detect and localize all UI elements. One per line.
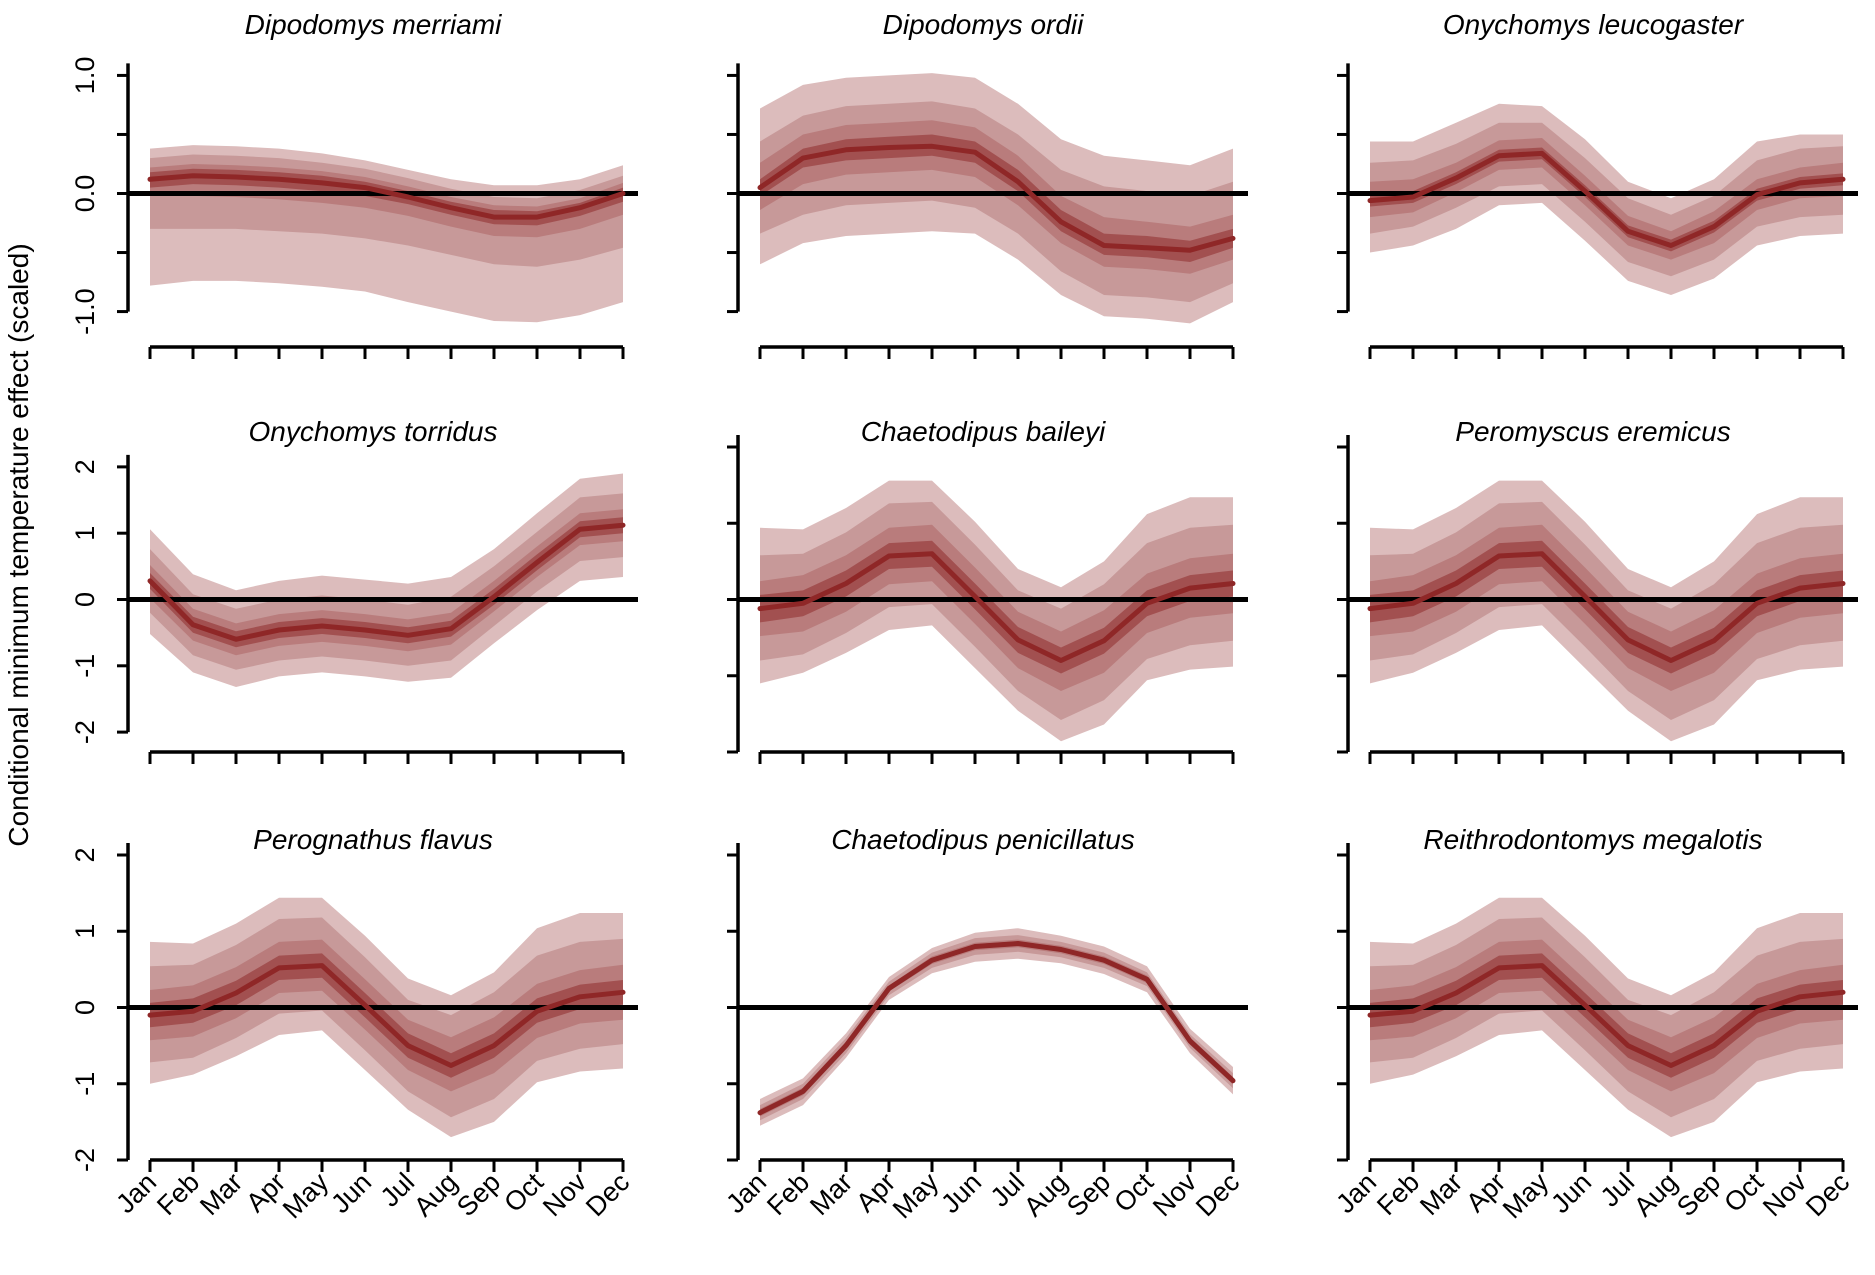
panel-title: Perognathus flavus — [253, 824, 493, 855]
band-core — [150, 168, 623, 226]
x-tick-label: Sep — [451, 1167, 506, 1222]
x-tick-label: Jun — [325, 1167, 377, 1219]
x-tick-label: Dec — [580, 1167, 635, 1222]
band-core — [1370, 953, 1843, 1078]
band-mid — [760, 935, 1233, 1121]
x-tick-label: Jan — [720, 1167, 772, 1219]
x-tick-label: Sep — [1671, 1167, 1726, 1222]
panel-8: JanFebMarAprMayJunJulAugSepOctNovDecChae… — [720, 824, 1248, 1224]
panel-7: -2-1012JanFebMarAprMayJunJulAugSepOctNov… — [70, 824, 638, 1224]
panel-title: Reithrodontomys megalotis — [1423, 824, 1762, 855]
x-tick-label: Nov — [1147, 1167, 1203, 1223]
y-tick-label: 1 — [70, 924, 100, 939]
panel-2: Dipodomys ordii — [727, 9, 1248, 359]
x-tick-label: Feb — [151, 1167, 205, 1221]
panel-4: -2 -1 0 1 2 Onychomys torridus — [70, 416, 638, 764]
band-inner — [760, 939, 1233, 1117]
x-tick-label: Mar — [804, 1167, 858, 1221]
band-inner — [150, 509, 623, 656]
median-line — [1367, 963, 1846, 1068]
y-tick-label: 1 — [70, 526, 100, 541]
x-tick-label: Mar — [194, 1167, 248, 1221]
y-tick-label: 2 — [70, 459, 100, 474]
panel-title: Chaetodipus baileyi — [861, 416, 1106, 447]
panel-6: Peromyscus eremicus — [1337, 416, 1858, 764]
x-tick-label: Aug — [408, 1167, 463, 1222]
x-tick-label: Oct — [1108, 1167, 1159, 1218]
median-line — [1367, 150, 1846, 248]
x-tick-label: Feb — [761, 1167, 815, 1221]
x-tick-label: Jan — [1330, 1167, 1382, 1219]
x-tick-label: Sep — [1061, 1167, 1116, 1222]
panel-title: Chaetodipus penicillatus — [831, 824, 1135, 855]
median-line — [147, 173, 626, 220]
y-tick-label: 0 — [70, 1000, 100, 1015]
x-tick-label: May — [887, 1167, 945, 1225]
panel-title: Dipodomys merriami — [245, 9, 502, 40]
x-tick-label: Dec — [1190, 1167, 1245, 1222]
panel-title: Onychomys leucogaster — [1443, 9, 1745, 40]
y-tick-label: -1 — [70, 654, 100, 678]
x-tick-label: Oct — [1718, 1167, 1769, 1218]
x-tick-label: Nov — [1757, 1167, 1813, 1223]
y-tick-label: 1.0 — [70, 57, 100, 95]
band-outer — [760, 928, 1233, 1126]
median-line — [757, 941, 1236, 1116]
y-tick-label: 0 — [70, 592, 100, 607]
band-inner — [1370, 138, 1843, 260]
x-tick-label: Aug — [1018, 1167, 1073, 1222]
band-core — [150, 953, 623, 1078]
panel-title: Peromyscus eremicus — [1455, 416, 1730, 447]
panel-title: Onychomys torridus — [249, 416, 498, 447]
median-line — [757, 551, 1236, 663]
median-line — [1367, 551, 1846, 663]
x-tick-label: Aug — [1628, 1167, 1683, 1222]
median-line — [757, 143, 1236, 253]
y-tick-label: -2 — [70, 1148, 100, 1172]
median-line — [147, 522, 626, 642]
y-tick-label: 0.0 — [70, 175, 100, 213]
x-tick-label: May — [277, 1167, 335, 1225]
panel-1: -1.0 0.0 1.0 Dipodomys merriami — [70, 9, 638, 359]
panel-9: JanFebMarAprMayJunJulAugSepOctNovDecReit… — [1330, 824, 1858, 1224]
y-tick-label: -1 — [70, 1072, 100, 1096]
y-tick-label: -2 — [70, 720, 100, 744]
band-core — [760, 941, 1233, 1115]
y-tick-label: -1.0 — [70, 288, 100, 335]
panel-5: Chaetodipus baileyi — [727, 416, 1248, 764]
panel-3: Onychomys leucogaster — [1337, 9, 1858, 359]
x-tick-label: Nov — [537, 1167, 593, 1223]
y-axis-label: Conditional minimum temperature effect (… — [3, 243, 34, 846]
x-tick-label: Jun — [1545, 1167, 1597, 1219]
panel-title: Dipodomys ordii — [883, 9, 1085, 40]
x-tick-label: Dec — [1800, 1167, 1855, 1222]
x-tick-label: May — [1497, 1167, 1555, 1225]
x-tick-label: Mar — [1414, 1167, 1468, 1221]
panels-grid: -1.0 0.0 1.0 Dipodomys merriami Dipodomys or… — [70, 9, 1858, 1224]
x-tick-label: Oct — [498, 1167, 549, 1218]
band-core — [760, 540, 1233, 674]
median-line — [147, 963, 626, 1068]
band-core — [1370, 540, 1843, 674]
x-tick-label: Jun — [935, 1167, 987, 1219]
y-tick-label: 2 — [70, 847, 100, 862]
x-tick-label: Feb — [1371, 1167, 1425, 1221]
x-tick-label: Jan — [110, 1167, 162, 1219]
